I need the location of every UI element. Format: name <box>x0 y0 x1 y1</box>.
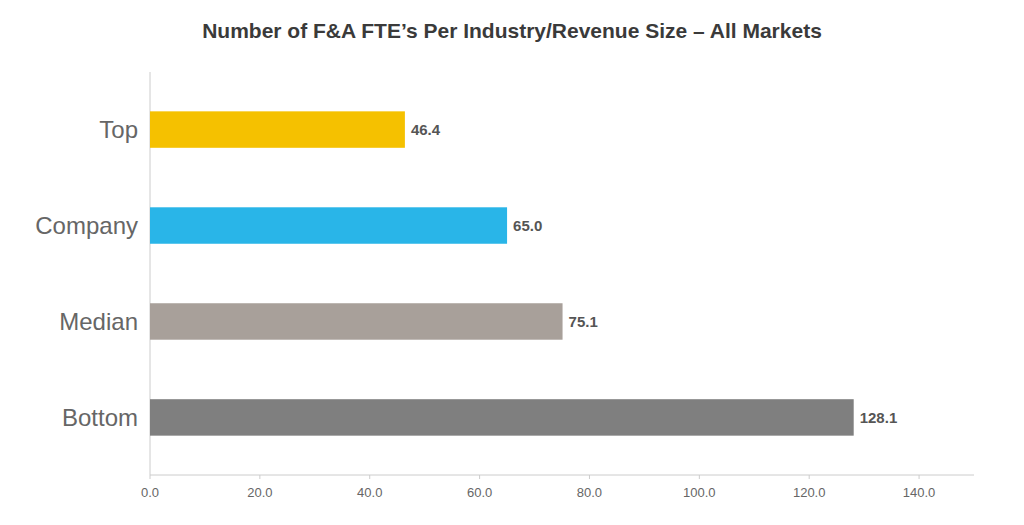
x-tick <box>589 475 590 479</box>
category-label: Company <box>35 212 138 239</box>
data-label: 46.4 <box>411 121 441 138</box>
x-tick-label: 120.0 <box>793 485 826 500</box>
x-tick-label: 0.0 <box>141 485 159 500</box>
chart-title: Number of F&A FTE’s Per Industry/Revenue… <box>202 19 822 42</box>
x-axis: 0.0 20.0 40.0 60.0 80.0 100.0 120.0 140.0 <box>141 72 974 500</box>
x-tick-label: 40.0 <box>357 485 382 500</box>
x-axis-line <box>150 475 974 476</box>
x-tick <box>259 475 260 479</box>
y-axis: Bottom Median Company Top <box>35 116 138 431</box>
data-label: 65.0 <box>513 217 542 234</box>
x-tick-label: 100.0 <box>683 485 716 500</box>
x-tick <box>479 475 480 479</box>
x-tick <box>809 475 810 479</box>
category-label: Top <box>99 116 138 143</box>
bar <box>150 399 854 435</box>
category-label: Bottom <box>62 404 138 431</box>
data-label: 128.1 <box>860 409 898 426</box>
chart-svg: Number of F&A FTE’s Per Industry/Revenue… <box>0 0 1024 525</box>
x-tick <box>150 475 151 479</box>
x-tick-label: 80.0 <box>577 485 602 500</box>
bars <box>150 111 854 435</box>
x-tick-label: 140.0 <box>903 485 936 500</box>
x-tick <box>919 475 920 479</box>
x-tick-label: 20.0 <box>247 485 272 500</box>
bar <box>150 207 507 243</box>
category-label: Median <box>59 308 138 335</box>
data-label: 75.1 <box>569 313 598 330</box>
x-tick <box>699 475 700 479</box>
x-tick <box>369 475 370 479</box>
chart-container: Number of F&A FTE’s Per Industry/Revenue… <box>0 0 1024 525</box>
data-labels: 128.1 75.1 65.0 46.4 <box>411 121 897 426</box>
bar <box>150 303 563 339</box>
bar <box>150 111 405 147</box>
x-tick-label: 60.0 <box>467 485 492 500</box>
